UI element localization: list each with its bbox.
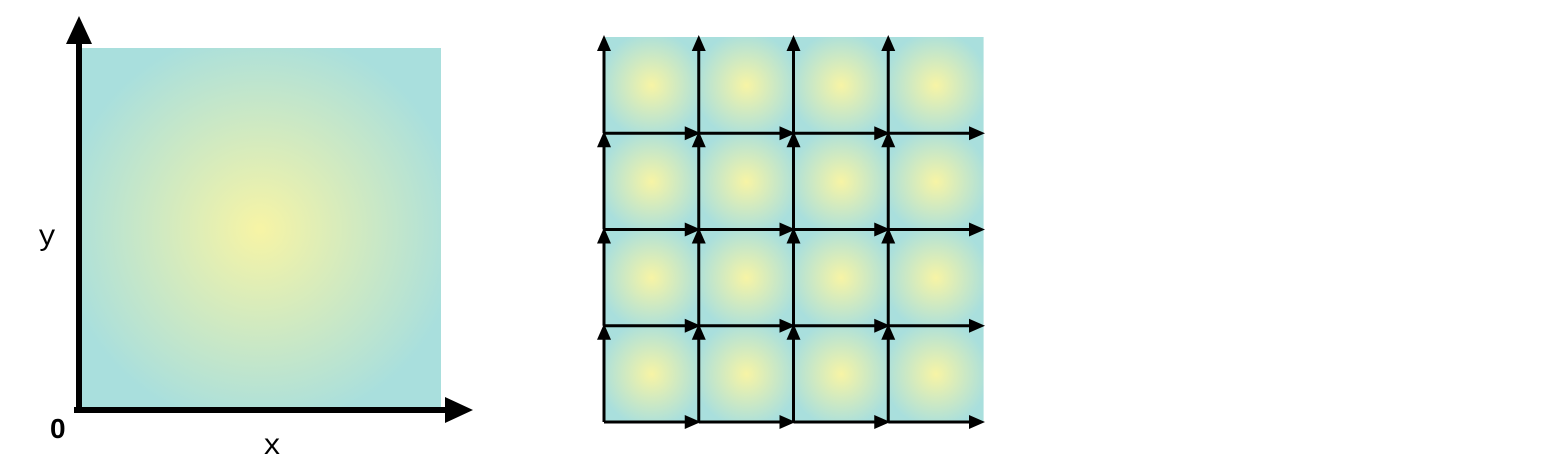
x-axis-label: x: [263, 430, 281, 458]
tile-gradient-cell: [698, 325, 795, 423]
field-gradient-square: [79, 48, 441, 410]
tile-x-arrowhead: [874, 415, 891, 429]
tile-y-arrowhead: [786, 131, 801, 148]
tile-x-arrowhead: [969, 126, 985, 141]
tile-x-arrowhead: [874, 222, 891, 237]
x-axis-arrowhead: [445, 397, 473, 423]
tile-x-arrowhead: [684, 222, 701, 237]
y-axis-label: y: [38, 221, 56, 255]
origin-label: 0: [50, 413, 66, 444]
tile-x-arrowhead: [969, 318, 985, 333]
tile-gradient-cell: [793, 229, 889, 327]
tile-y-arrowhead: [881, 323, 896, 340]
tile-gradient-cell: [604, 229, 700, 327]
tile-gradient-cell: [604, 37, 700, 134]
tile-y-arrowhead: [597, 35, 611, 51]
tile-y-arrowhead: [691, 227, 706, 244]
tile-x-arrowhead: [684, 415, 701, 429]
tile-gradient-cell: [698, 37, 795, 134]
tile-gradient-cell: [604, 325, 700, 423]
tile-y-arrowhead: [786, 35, 801, 51]
tile-y-arrowhead: [597, 323, 611, 340]
tile-x-arrowhead: [874, 318, 891, 333]
tile-y-arrowhead: [881, 35, 896, 51]
tile-x-arrowhead: [874, 126, 891, 141]
tile-gradient-cell: [888, 229, 984, 327]
single-field-panel: y x 0: [38, 16, 473, 458]
tile-x-arrowhead: [779, 415, 796, 429]
tile-y-arrowhead: [691, 35, 706, 51]
tile-y-arrowhead: [597, 227, 611, 244]
tile-x-arrowhead: [779, 126, 796, 141]
tile-y-arrowhead: [691, 131, 706, 148]
tile-x-arrowhead: [779, 222, 796, 237]
tile-gradient-cell: [793, 133, 889, 231]
tile-gradient-cell: [698, 133, 795, 231]
tile-y-arrowhead: [691, 323, 706, 340]
tile-gradient-cell: [888, 37, 984, 134]
tile-x-arrowhead: [684, 318, 701, 333]
tile-y-arrowhead: [597, 131, 611, 148]
y-axis-arrowhead: [66, 16, 92, 44]
tile-gradient-cell: [793, 325, 889, 423]
tile-x-arrowhead: [684, 126, 701, 141]
tile-gradient-cell: [793, 37, 889, 134]
tile-y-arrowhead: [881, 227, 896, 244]
tiled-field-panel: [597, 35, 985, 429]
tile-gradient-cell: [698, 229, 795, 327]
tile-gradient-cell: [604, 133, 700, 231]
tile-y-arrowhead: [881, 131, 896, 148]
tile-x-arrowhead: [779, 318, 796, 333]
tile-y-arrowhead: [786, 323, 801, 340]
tile-gradient-cell: [888, 325, 984, 423]
tile-y-arrowhead: [786, 227, 801, 244]
tile-x-arrowhead: [969, 222, 985, 237]
tile-x-arrowhead: [969, 415, 985, 429]
tile-gradient-cell: [888, 133, 984, 231]
